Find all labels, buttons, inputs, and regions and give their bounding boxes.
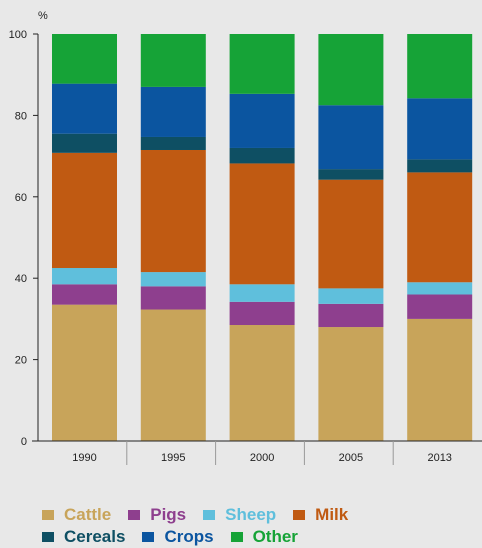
bar-segment-milk-1995 [140, 149, 206, 273]
bar-segment-cereals-2000 [229, 147, 295, 164]
legend-swatch [42, 532, 54, 542]
legend-item-cattle: Cattle [42, 505, 111, 525]
bar-segment-cereals-2005 [318, 169, 384, 180]
x-tick-label: 1995 [161, 452, 185, 464]
bar-segment-pigs-2005 [318, 303, 384, 328]
bar-segment-crops-1995 [140, 86, 206, 137]
bar-segment-pigs-1990 [52, 284, 117, 305]
y-axis-unit: % [38, 10, 48, 22]
legend-swatch [142, 532, 155, 542]
legend-label: Other [252, 527, 298, 546]
legend-swatch [293, 510, 306, 520]
bar-segment-other-1990 [52, 34, 117, 84]
legend-label: Crops [164, 527, 214, 546]
stacked-bar-chart: % 0 20 40 60 80 100 1990 1995 2000 2005 2013 [9, 10, 482, 465]
y-tick-label: 40 [15, 273, 27, 285]
bar-segment-pigs-2000 [229, 301, 295, 326]
y-tick-label: 20 [15, 355, 27, 367]
bar-segment-sheep-1990 [52, 268, 117, 285]
x-tick-label: 2005 [339, 452, 363, 464]
bar-segment-sheep-2000 [229, 284, 295, 302]
legend-item-other: Other [230, 527, 298, 547]
legend-item-cereals: Cereals [42, 527, 125, 547]
legend-swatch [128, 510, 141, 520]
legend-row: Cereals Crops Other [42, 526, 472, 548]
bar-segment-pigs-2013 [407, 294, 473, 319]
legend: Cattle Pigs Sheep Milk Cereals Crops Other [42, 504, 472, 548]
bar-segment-sheep-1995 [140, 272, 206, 287]
axes-layer: 0 20 40 60 80 100 1990 1995 2000 2005 2013 [9, 29, 482, 465]
y-tick-label: 0 [21, 436, 27, 448]
bar-segment-cattle-2000 [229, 325, 295, 441]
x-tick-label: 2013 [427, 452, 451, 464]
bar-segment-cattle-2013 [407, 318, 473, 441]
bar-segment-sheep-2005 [318, 288, 384, 304]
bar-segment-other-2013 [407, 34, 473, 99]
bar-segment-crops-2013 [407, 98, 473, 160]
legend-row: Cattle Pigs Sheep Milk [42, 504, 472, 526]
bar-segment-other-1995 [140, 34, 206, 87]
bar-segment-milk-2013 [407, 172, 473, 283]
bar-segment-cattle-1995 [140, 309, 206, 441]
bar-segment-milk-1990 [52, 152, 117, 269]
bar-segment-cereals-2013 [407, 159, 473, 173]
legend-label: Cattle [64, 505, 112, 524]
bar-segment-sheep-2013 [407, 282, 473, 295]
bar-segment-crops-1990 [52, 83, 117, 134]
bar-segment-cereals-1990 [52, 133, 117, 153]
legend-item-crops: Crops [142, 527, 214, 547]
bar-segment-cattle-2005 [318, 327, 384, 441]
legend-item-pigs: Pigs [128, 505, 186, 525]
y-tick-label: 60 [15, 192, 27, 204]
legend-label: Sheep [225, 505, 277, 524]
legend-swatch [230, 532, 243, 542]
bar-segment-milk-2005 [318, 179, 384, 289]
x-tick-label: 2000 [250, 452, 274, 464]
legend-swatch [203, 510, 216, 520]
legend-label: Milk [315, 505, 349, 524]
bar-segment-crops-2000 [229, 93, 295, 148]
bar-segment-cereals-1995 [140, 136, 206, 150]
legend-label: Cereals [64, 527, 126, 546]
bar-segment-other-2005 [318, 34, 384, 106]
legend-swatch [42, 510, 54, 520]
y-tick-label: 100 [9, 29, 27, 41]
bar-segment-other-2000 [229, 34, 295, 94]
bar-segment-milk-2000 [229, 163, 295, 285]
legend-item-milk: Milk [293, 505, 348, 525]
y-tick-label: 80 [15, 110, 27, 122]
legend-label: Pigs [150, 505, 187, 524]
x-tick-label: 1990 [72, 452, 96, 464]
legend-item-sheep: Sheep [203, 505, 276, 525]
bar-segment-cattle-1990 [52, 304, 117, 441]
bar-segment-pigs-1995 [140, 286, 206, 310]
bar-segment-crops-2005 [318, 105, 384, 170]
bars-layer [52, 34, 473, 441]
